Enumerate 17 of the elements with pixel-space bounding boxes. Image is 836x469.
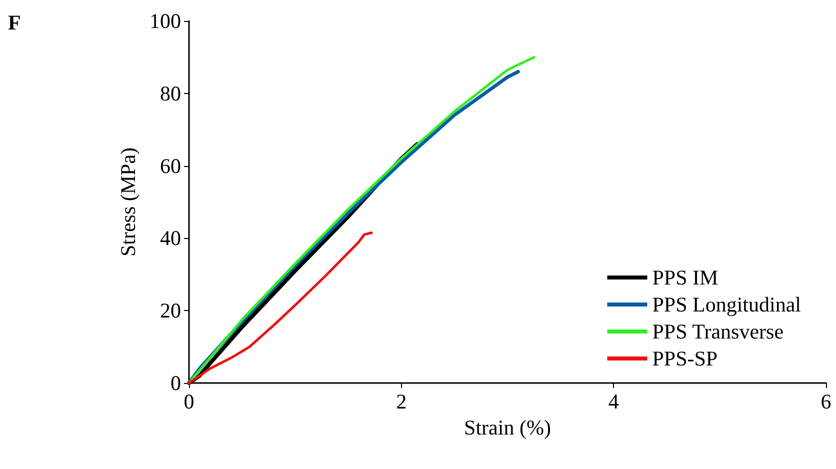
x-tick-label: 2 xyxy=(396,390,407,414)
y-axis-title: Stress (MPa) xyxy=(116,147,140,257)
x-tick-label: 4 xyxy=(608,390,620,414)
legend-label: PPS IM xyxy=(652,266,719,290)
y-tick-label: 60 xyxy=(160,154,181,178)
y-tick-label: 40 xyxy=(160,226,181,250)
y-tick-label: 0 xyxy=(170,371,181,395)
text: F xyxy=(8,10,21,34)
legend-label: PPS-SP xyxy=(652,346,718,370)
line-series xyxy=(188,232,373,384)
y-tick-label: 20 xyxy=(160,298,181,323)
y-tick-label: 100 xyxy=(150,9,181,33)
x-axis-title: Strain (%) xyxy=(464,415,551,440)
legend-label: PPS Transverse xyxy=(652,320,784,344)
y-tick-label: 80 xyxy=(160,81,181,106)
x-tick-label: 6 xyxy=(820,390,832,414)
legend-label: PPS Longitudinal xyxy=(652,292,802,316)
